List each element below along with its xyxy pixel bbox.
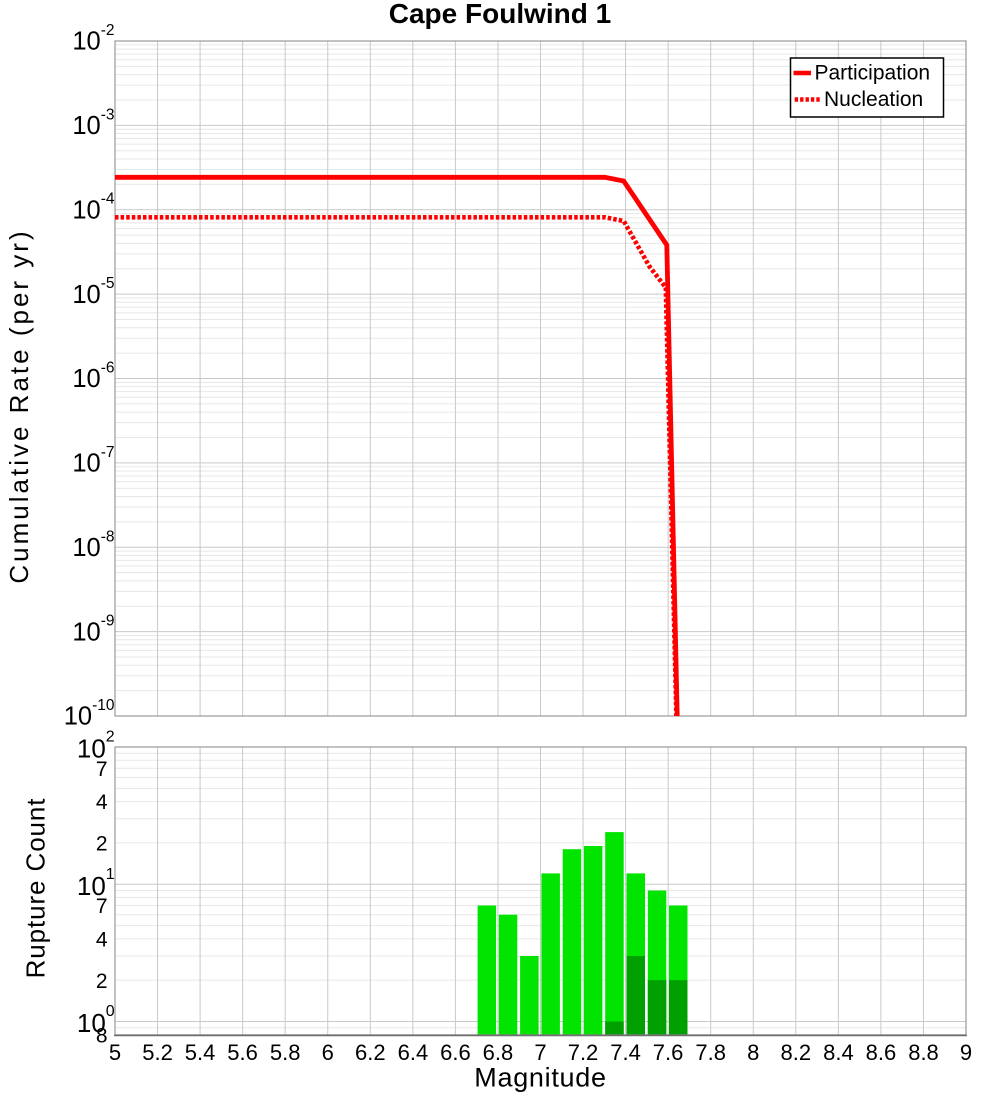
svg-text:7: 7: [96, 758, 108, 781]
svg-text:5.2: 5.2: [142, 1040, 173, 1065]
svg-text:7.2: 7.2: [568, 1040, 599, 1065]
svg-text:4: 4: [96, 791, 108, 814]
svg-text:6: 6: [322, 1040, 334, 1065]
svg-text:8.4: 8.4: [823, 1040, 854, 1065]
svg-text:2: 2: [96, 833, 108, 856]
svg-text:8.6: 8.6: [866, 1040, 897, 1065]
svg-text:Nucleation: Nucleation: [824, 88, 923, 111]
svg-text:Participation: Participation: [815, 62, 931, 85]
svg-text:7: 7: [534, 1040, 546, 1065]
svg-text:6.8: 6.8: [483, 1040, 514, 1065]
svg-text:Cape Foulwind 1: Cape Foulwind 1: [389, 0, 611, 29]
svg-text:7: 7: [96, 895, 108, 918]
svg-text:7.4: 7.4: [610, 1040, 641, 1065]
svg-text:Rupture Count: Rupture Count: [21, 798, 51, 979]
svg-text:8: 8: [747, 1040, 759, 1065]
svg-text:8.2: 8.2: [781, 1040, 812, 1065]
svg-text:4: 4: [96, 929, 108, 952]
svg-text:2: 2: [96, 970, 108, 993]
svg-text:5.6: 5.6: [227, 1040, 258, 1065]
svg-text:Cumulative Rate (per yr): Cumulative Rate (per yr): [4, 228, 34, 583]
svg-text:10-7: 10-7: [72, 444, 114, 478]
svg-text:8: 8: [96, 1024, 108, 1047]
svg-text:8.8: 8.8: [908, 1040, 939, 1065]
svg-text:5: 5: [109, 1040, 121, 1065]
svg-text:5.8: 5.8: [270, 1040, 301, 1065]
svg-text:Magnitude: Magnitude: [474, 1063, 606, 1093]
svg-text:5.4: 5.4: [185, 1040, 216, 1065]
svg-text:6.4: 6.4: [398, 1040, 429, 1065]
svg-text:6.6: 6.6: [440, 1040, 471, 1065]
svg-text:9: 9: [960, 1040, 972, 1065]
svg-text:7.8: 7.8: [695, 1040, 726, 1065]
svg-text:7.6: 7.6: [653, 1040, 684, 1065]
svg-text:6.2: 6.2: [355, 1040, 386, 1065]
